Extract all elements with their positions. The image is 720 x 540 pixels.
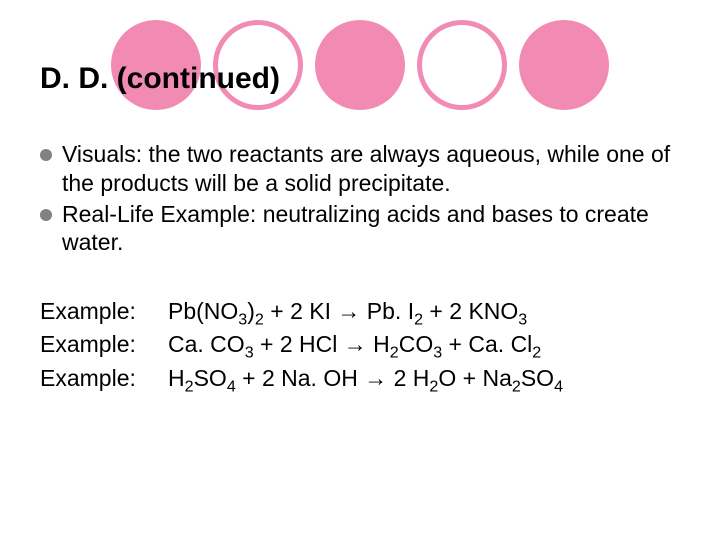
example-label: Example: bbox=[40, 362, 168, 395]
bullet-text: Real-Life Example: neutralizing acids an… bbox=[62, 200, 680, 258]
example-row: Example: H2SO4 + 2 Na. OH → 2 H2O + Na2S… bbox=[40, 362, 680, 395]
circle-3 bbox=[315, 20, 405, 110]
slide-title: D. D. (continued) bbox=[40, 62, 280, 96]
example-formula: Ca. CO3 + 2 HCl → H2CO3 + Ca. Cl2 bbox=[168, 328, 680, 361]
example-row: Example: Ca. CO3 + 2 HCl → H2CO3 + Ca. C… bbox=[40, 328, 680, 361]
example-label: Example: bbox=[40, 328, 168, 361]
bullet-icon bbox=[40, 209, 52, 221]
bullet-item: Real-Life Example: neutralizing acids an… bbox=[40, 200, 680, 258]
example-label: Example: bbox=[40, 295, 168, 328]
slide-content: Visuals: the two reactants are always aq… bbox=[40, 140, 680, 395]
circle-5 bbox=[519, 20, 609, 110]
examples-block: Example: Pb(NO3)2 + 2 KI → Pb. I2 + 2 KN… bbox=[40, 295, 680, 395]
circle-4 bbox=[417, 20, 507, 110]
bullet-icon bbox=[40, 149, 52, 161]
example-row: Example: Pb(NO3)2 + 2 KI → Pb. I2 + 2 KN… bbox=[40, 295, 680, 328]
example-formula: H2SO4 + 2 Na. OH → 2 H2O + Na2SO4 bbox=[168, 362, 680, 395]
bullet-item: Visuals: the two reactants are always aq… bbox=[40, 140, 680, 198]
example-formula: Pb(NO3)2 + 2 KI → Pb. I2 + 2 KNO3 bbox=[168, 295, 680, 328]
bullet-text: Visuals: the two reactants are always aq… bbox=[62, 140, 680, 198]
